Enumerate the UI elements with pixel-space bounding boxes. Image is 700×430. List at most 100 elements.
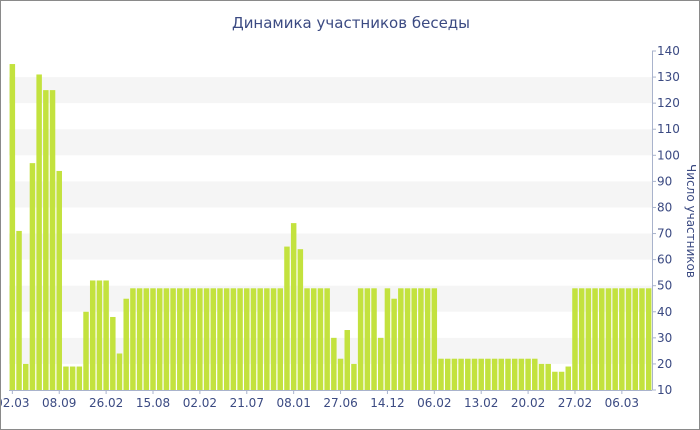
bar bbox=[377, 337, 384, 390]
bar bbox=[63, 366, 69, 390]
bar bbox=[645, 288, 652, 390]
bar bbox=[49, 90, 56, 391]
bar bbox=[23, 363, 29, 390]
bar bbox=[578, 288, 585, 390]
x-tick-label: 27.06 bbox=[323, 396, 357, 410]
grid-band bbox=[9, 77, 652, 104]
grid-band bbox=[9, 181, 652, 208]
bar bbox=[237, 288, 243, 390]
bar bbox=[424, 288, 431, 390]
bar bbox=[270, 288, 277, 390]
bar bbox=[250, 288, 257, 390]
bar bbox=[210, 288, 217, 390]
bar bbox=[371, 288, 377, 390]
bar bbox=[518, 358, 525, 390]
x-tick-label: 08.01 bbox=[276, 396, 310, 410]
bar bbox=[404, 288, 411, 390]
bar bbox=[163, 288, 170, 390]
y-tick-label: 90 bbox=[657, 174, 672, 188]
bar bbox=[478, 358, 484, 390]
bar bbox=[418, 288, 424, 390]
grid-band bbox=[9, 285, 652, 312]
y-tick-label: 40 bbox=[657, 305, 672, 319]
bar bbox=[344, 330, 350, 390]
bar bbox=[311, 288, 317, 390]
x-tick-label: 27.02 bbox=[558, 396, 592, 410]
bar bbox=[505, 358, 511, 390]
bar bbox=[585, 288, 592, 390]
bar bbox=[304, 288, 310, 390]
y-tick-label: 60 bbox=[657, 253, 672, 267]
bar bbox=[130, 288, 136, 390]
bar bbox=[116, 353, 123, 390]
bar bbox=[110, 316, 116, 390]
grid-band bbox=[9, 337, 652, 364]
bar bbox=[451, 358, 458, 390]
x-tick-label: 02.02 bbox=[183, 396, 217, 410]
y-tick-label: 10 bbox=[657, 383, 672, 397]
x-tick-label: 20.02 bbox=[511, 396, 545, 410]
x-tick-label: 08.09 bbox=[42, 396, 76, 410]
bar bbox=[625, 288, 632, 390]
bar bbox=[36, 74, 42, 390]
x-tick-label: 06.02 bbox=[417, 396, 451, 410]
bar bbox=[290, 223, 297, 390]
x-tick-label: 02.03 bbox=[1, 396, 30, 410]
bar bbox=[619, 288, 625, 390]
bar bbox=[599, 288, 605, 390]
bar bbox=[150, 288, 156, 390]
bar bbox=[69, 366, 76, 390]
y-axis-label: Число участников bbox=[684, 164, 698, 278]
bar bbox=[565, 366, 572, 390]
bar bbox=[471, 358, 478, 390]
x-tick-label: 06.03 bbox=[605, 396, 639, 410]
bar bbox=[217, 288, 223, 390]
bar bbox=[170, 288, 176, 390]
bar bbox=[103, 280, 109, 390]
y-tick-label: 130 bbox=[657, 70, 680, 84]
bar bbox=[16, 230, 22, 390]
bar bbox=[438, 358, 444, 390]
bar bbox=[398, 288, 404, 390]
bar bbox=[357, 288, 364, 390]
bar bbox=[257, 288, 263, 390]
y-tick-label: 30 bbox=[657, 331, 672, 345]
y-tick-label: 20 bbox=[657, 357, 672, 371]
bar bbox=[411, 288, 417, 390]
bar bbox=[177, 288, 183, 390]
bar bbox=[545, 363, 551, 390]
y-tick-label: 50 bbox=[657, 279, 672, 293]
grid-band bbox=[9, 129, 652, 156]
bar bbox=[431, 288, 438, 390]
bar bbox=[183, 288, 190, 390]
x-tick-label: 13.02 bbox=[464, 396, 498, 410]
bar bbox=[317, 288, 324, 390]
bar bbox=[391, 298, 397, 390]
bar bbox=[331, 337, 337, 390]
bar bbox=[444, 358, 451, 390]
bar bbox=[223, 288, 230, 390]
bar bbox=[592, 288, 598, 390]
bar bbox=[465, 358, 471, 390]
bar bbox=[83, 311, 89, 390]
bar bbox=[264, 288, 270, 390]
bar bbox=[123, 298, 129, 390]
y-tick-label: 70 bbox=[657, 227, 672, 241]
bar bbox=[230, 288, 237, 390]
bar bbox=[29, 163, 36, 390]
bar bbox=[511, 358, 518, 390]
bar bbox=[284, 246, 290, 390]
x-tick-label: 15.08 bbox=[136, 396, 170, 410]
bar bbox=[351, 363, 357, 390]
bar bbox=[190, 288, 196, 390]
bar bbox=[56, 170, 62, 390]
bar bbox=[143, 288, 150, 390]
bar bbox=[632, 288, 638, 390]
bar bbox=[525, 358, 531, 390]
bar bbox=[43, 90, 49, 391]
bar bbox=[458, 358, 464, 390]
bar bbox=[337, 358, 344, 390]
bar bbox=[76, 366, 83, 390]
bar bbox=[572, 288, 578, 390]
